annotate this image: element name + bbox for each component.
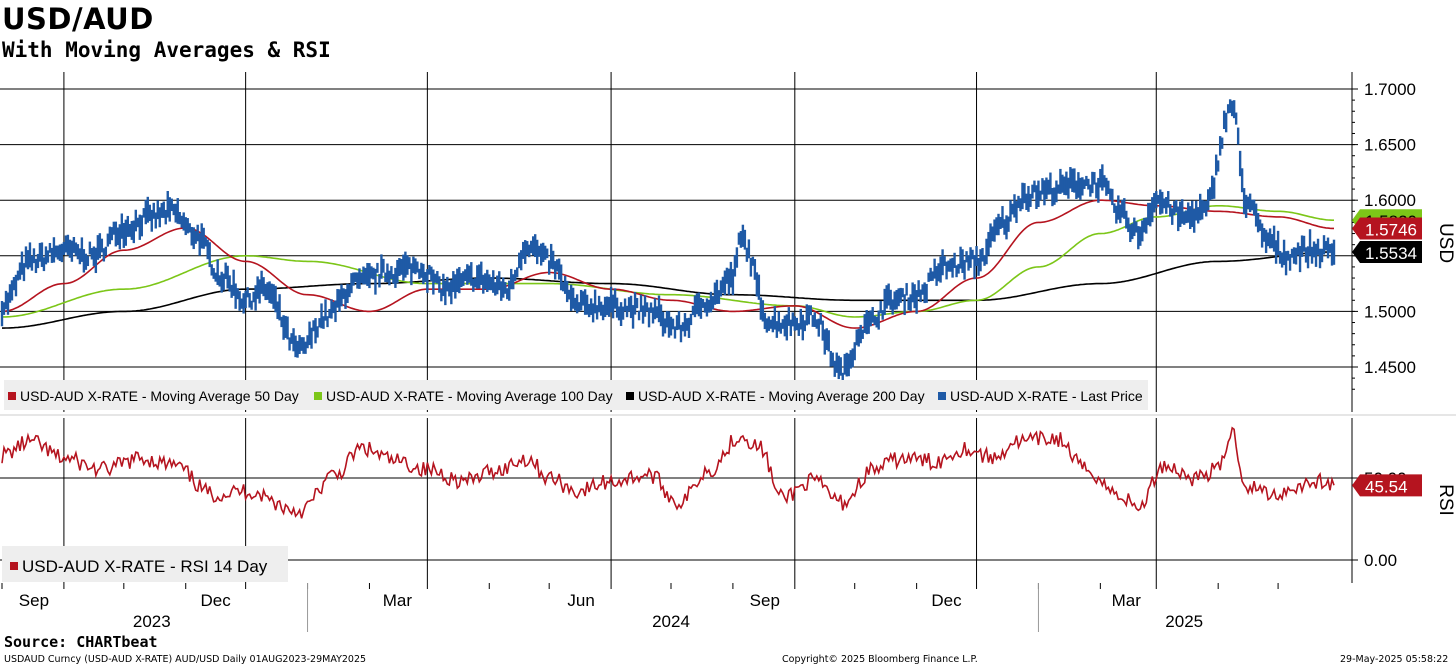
rsi-ytick-label: 0.00 [1364,551,1397,570]
price-ytick-label: 1.7000 [1364,80,1416,99]
x-year-label: 2025 [1165,612,1203,631]
rsi-legend-bg [2,546,288,582]
flag-rsi-text: 45.54 [1365,477,1408,496]
flag-ma50: 1.5746 [1352,217,1422,240]
price-legend: USD-AUD X-RATE - Moving Average 50 Day US… [4,380,1148,410]
flag-last-price-shape [1352,241,1422,264]
legend-swatch-ma200 [626,392,634,400]
series-ma100-line [1,205,1334,318]
rsi-legend: USD-AUD X-RATE - RSI 14 Day [2,546,288,582]
source-label: Source: CHARTbeat [4,633,158,651]
legend-swatch-ma100 [314,392,322,400]
x-month-label: Dec [201,591,232,610]
legend-label-ma200: USD-AUD X-RATE - Moving Average 200 Day [638,388,925,404]
chart-title: USD/AUD [2,2,154,36]
legend-swatch-price [938,392,946,400]
price-ytick-label: 1.5000 [1364,302,1416,321]
x-month-label: Mar [383,591,413,610]
x-year-label: 2023 [133,612,171,631]
copyright-text: Copyright© 2025 Bloomberg Finance L.P. [782,654,978,665]
legend-swatch-rsi [10,562,18,570]
price-ytick-label: 1.6500 [1364,136,1416,155]
x-month-label: Jun [567,591,594,610]
series-rsi-line [1,426,1335,519]
price-ytick-label: 1.4500 [1364,358,1416,377]
price-legend-bg [4,380,1148,410]
ticker-info: USDAUD Curncy (USD-AUD X-RATE) AUD/USD D… [4,654,367,665]
flag-rsi-shape [1352,474,1422,497]
chart-subtitle: With Moving Averages & RSI [2,38,331,62]
flag-ma50-shape [1352,217,1422,240]
legend-label-ma100: USD-AUD X-RATE - Moving Average 100 Day [326,388,613,404]
x-month-label: Dec [931,591,962,610]
flag-last-price: 1.5534 [1352,241,1422,264]
series-price-bars [0,99,1336,388]
price-axis-title: USD [1435,223,1456,263]
legend-label-price: USD-AUD X-RATE - Last Price [950,388,1143,404]
legend-swatch-ma50 [8,392,16,400]
series-ma200-line [2,251,1334,329]
x-month-label: Sep [750,591,780,610]
flag-rsi: 45.54 [1352,474,1422,497]
flag-ma50-text: 1.5746 [1365,220,1417,239]
flag-last-price-text: 1.5534 [1365,244,1417,263]
legend-label-ma50: USD-AUD X-RATE - Moving Average 50 Day [20,388,299,404]
timestamp-text: 29-May-2025 05:58:22 [1340,654,1449,665]
legend-label-rsi: USD-AUD X-RATE - RSI 14 Day [22,557,268,576]
x-month-label: Mar [1112,591,1142,610]
price-ytick-label: 1.6000 [1364,191,1416,210]
x-year-label: 2024 [652,612,690,631]
x-month-label: Sep [19,591,49,610]
rsi-axis-title: RSI [1435,484,1456,516]
